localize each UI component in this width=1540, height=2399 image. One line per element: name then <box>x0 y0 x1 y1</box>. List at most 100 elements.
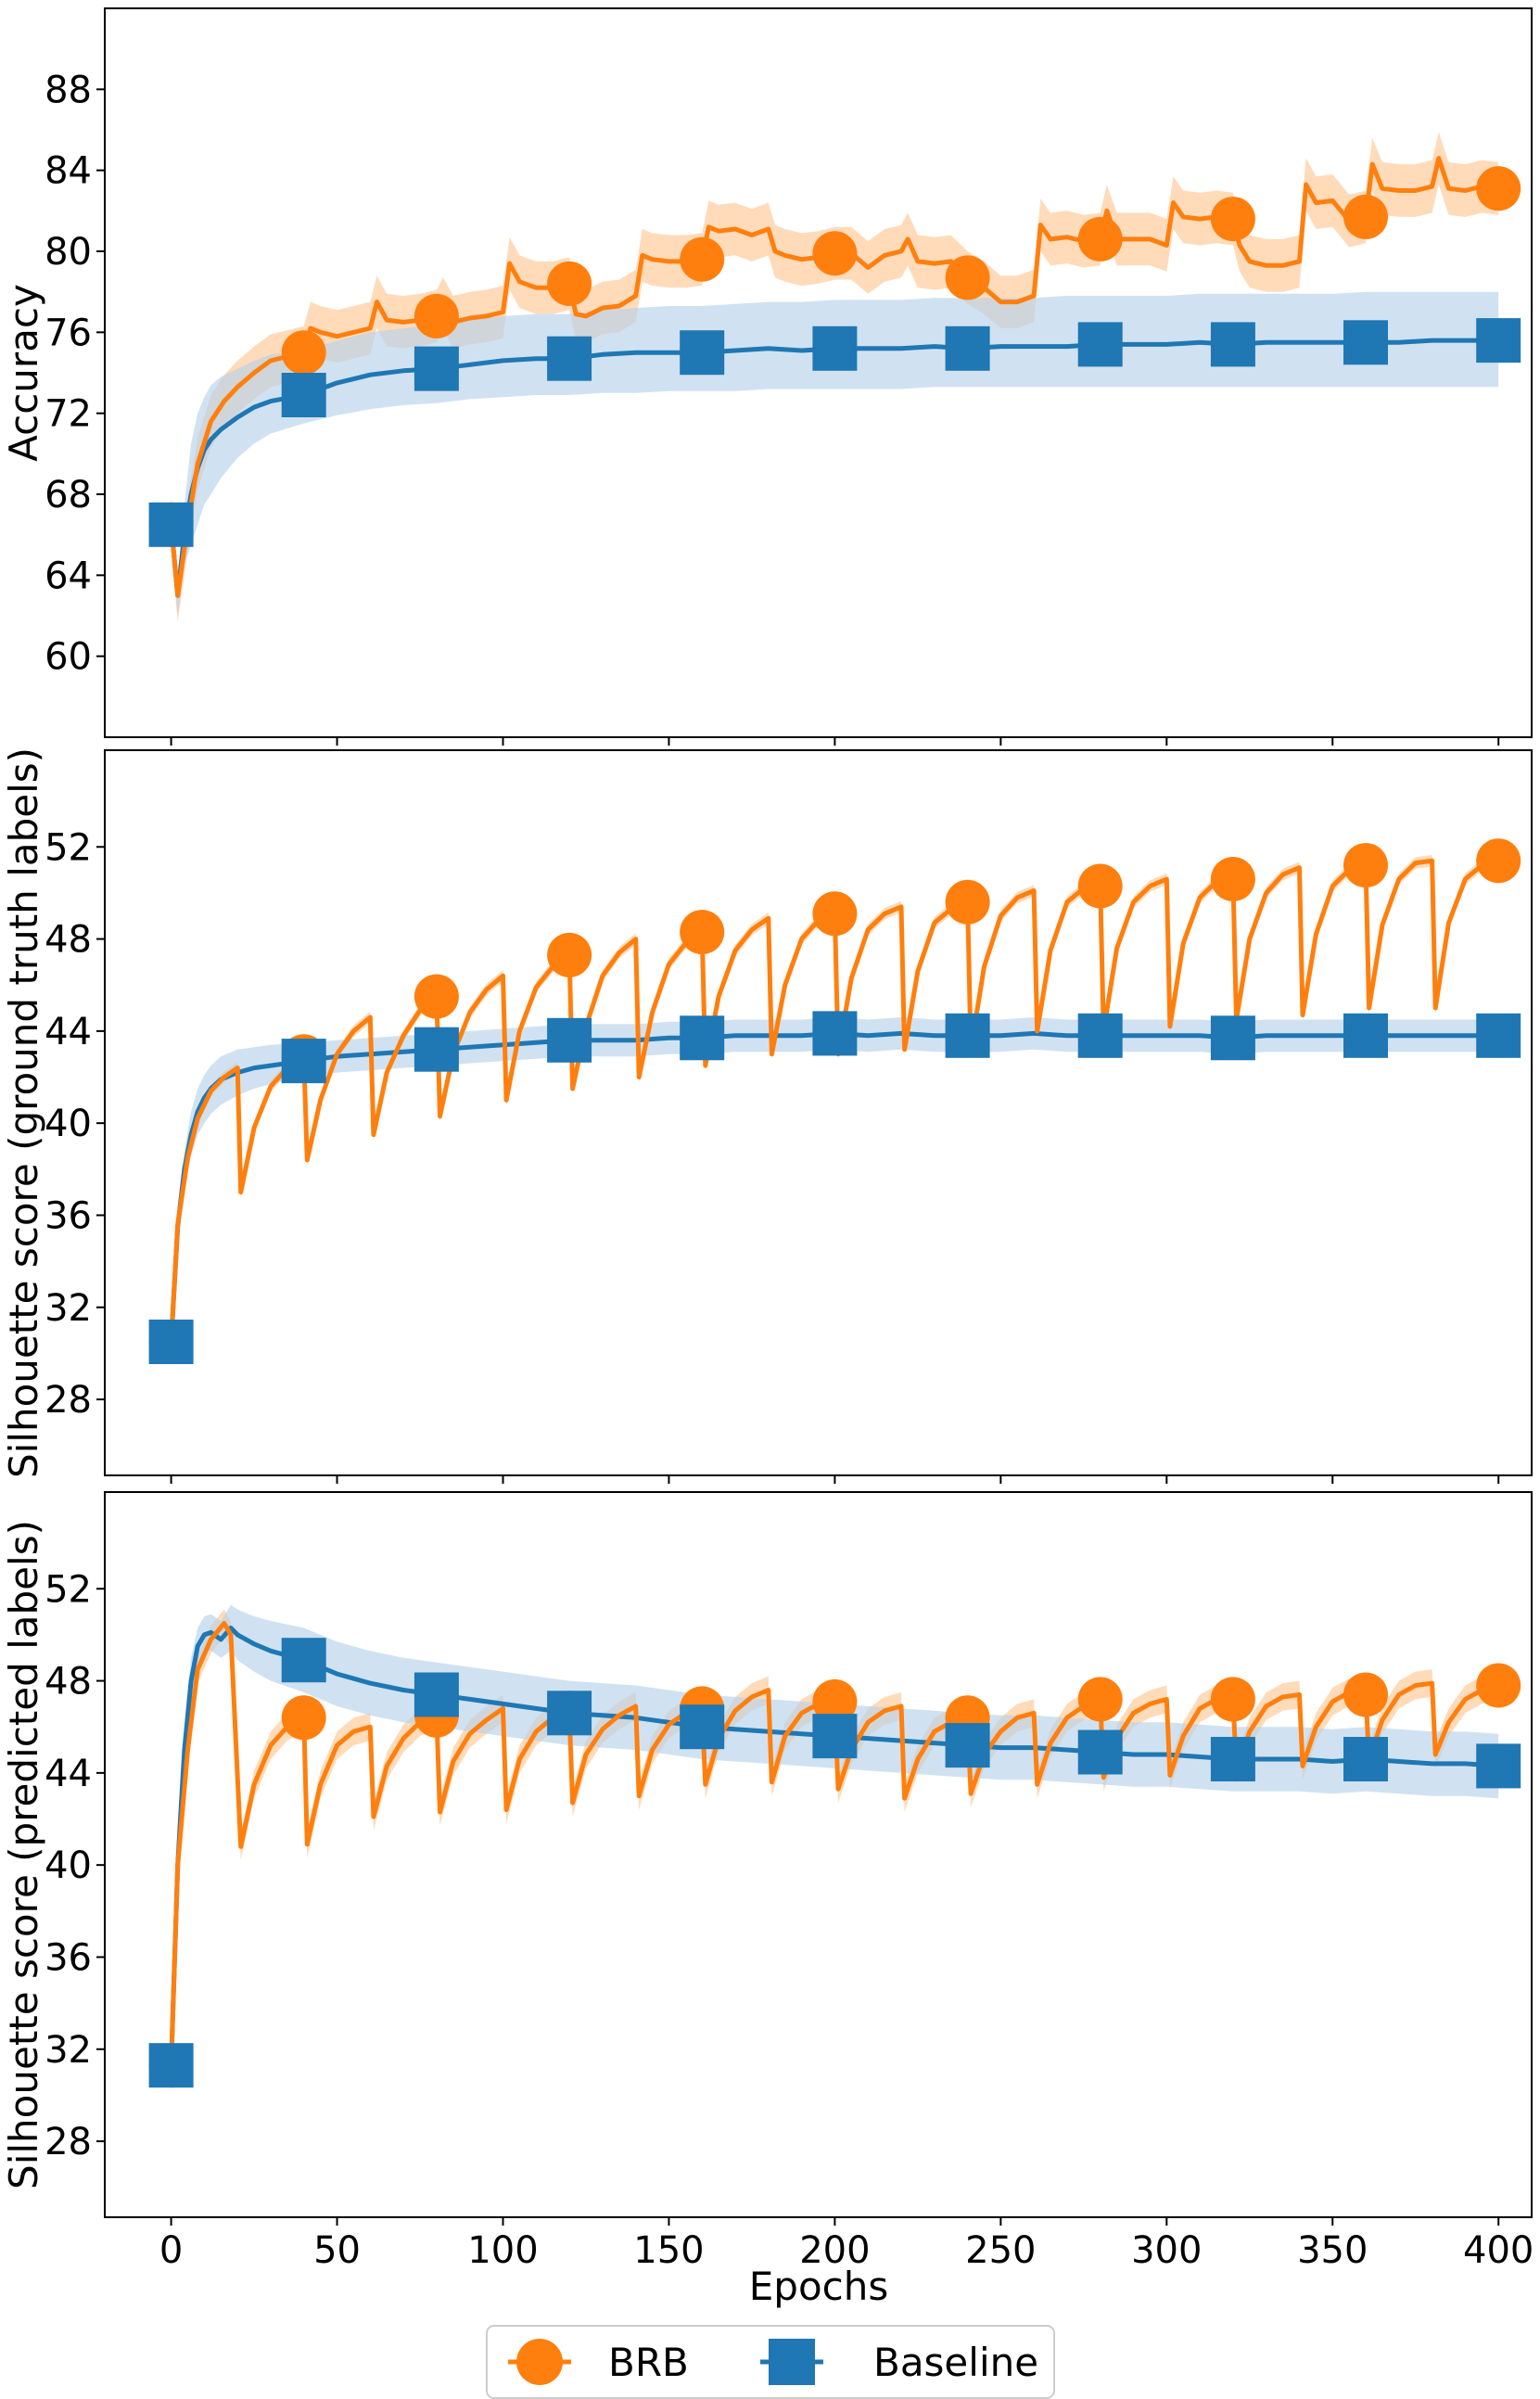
baseline-marker <box>680 1015 725 1061</box>
brb-marker <box>414 293 459 338</box>
baseline-marker <box>680 330 725 376</box>
x-axis-label: Epochs <box>749 2264 889 2309</box>
legend-brb-label: BRB <box>608 2340 689 2385</box>
y-tick-label: 76 <box>45 312 92 354</box>
y-tick-label: 84 <box>45 150 92 193</box>
brb-marker <box>945 879 990 925</box>
y-tick-label: 32 <box>45 2029 92 2072</box>
y-tick-label: 80 <box>45 231 92 274</box>
brb-marker <box>680 910 725 955</box>
y-tick-label: 68 <box>45 474 92 517</box>
brb-marker <box>547 261 592 306</box>
baseline-marker <box>1343 1737 1388 1781</box>
brb-marker <box>1476 838 1521 884</box>
brb-marker <box>812 231 858 276</box>
brb-marker <box>1476 166 1521 211</box>
brb-marker <box>1077 863 1123 909</box>
baseline-marker <box>1476 1743 1521 1789</box>
baseline-marker <box>1343 1013 1388 1058</box>
legend-baseline-marker <box>769 2339 815 2385</box>
brb-marker <box>1077 216 1123 262</box>
brb-marker <box>812 1678 858 1724</box>
x-tick-label: 250 <box>965 2229 1036 2272</box>
brb-marker <box>1077 1677 1123 1722</box>
panel-1: 60 64 68 72 76 80 84 88 Accuracy <box>1 7 1533 746</box>
brb-marker <box>547 932 592 977</box>
legend-baseline-label: Baseline <box>873 2340 1038 2385</box>
x-tick-label: 350 <box>1297 2229 1368 2272</box>
brb-marker <box>1476 1663 1521 1708</box>
y-tick-label: 28 <box>45 2121 92 2163</box>
x-tick-label: 50 <box>313 2229 361 2272</box>
y-axis-label: Silhouette score (predicted labels) <box>1 1520 46 2189</box>
baseline-marker <box>812 1011 858 1056</box>
baseline-marker <box>1210 1015 1255 1061</box>
baseline-marker <box>812 1714 858 1759</box>
baseline-marker <box>1077 322 1123 367</box>
baseline-marker <box>1077 1729 1123 1775</box>
baseline-marker <box>281 1638 326 1683</box>
legend-brb-marker <box>516 2339 563 2385</box>
baseline-marker <box>812 325 858 371</box>
baseline-marker <box>1210 322 1255 367</box>
brb-marker <box>812 891 858 937</box>
y-tick-label: 44 <box>45 1011 92 1053</box>
plot-frame <box>104 749 1533 1476</box>
baseline-marker <box>281 1039 326 1084</box>
brb-marker <box>1343 1672 1388 1717</box>
y-tick-label: 36 <box>45 1194 92 1237</box>
baseline-marker <box>281 373 326 417</box>
y-tick-label: 72 <box>45 393 92 436</box>
y-tick-label: 40 <box>45 1103 92 1145</box>
brb-marker <box>1343 194 1388 239</box>
baseline-marker <box>414 346 459 391</box>
y-tick-label: 60 <box>45 636 92 679</box>
y-tick-label: 36 <box>45 1936 92 1979</box>
y-tick-label: 52 <box>45 1568 92 1611</box>
baseline-marker <box>1210 1737 1255 1781</box>
baseline-marker <box>945 1013 990 1058</box>
x-tick-label: 150 <box>633 2229 704 2272</box>
brb-marker <box>281 1695 326 1741</box>
y-tick-label: 88 <box>45 69 92 111</box>
y-tick-label: 52 <box>45 826 92 869</box>
baseline-marker <box>547 1017 592 1063</box>
baseline-marker <box>680 1704 725 1750</box>
y-tick-label: 64 <box>45 555 92 597</box>
baseline-marker <box>148 2043 194 2088</box>
baseline-marker <box>1343 320 1388 365</box>
y-tick-label: 32 <box>45 1287 92 1330</box>
brb-band-panel-1 <box>171 132 1499 622</box>
x-tick-label: 400 <box>1463 2229 1534 2272</box>
panel-3: 28 32 36 40 44 48 52 0 50 100 150 200 250 300 350 400 Si… <box>1 1491 1534 2272</box>
x-tick-label: 300 <box>1131 2229 1202 2272</box>
baseline-marker <box>148 502 194 547</box>
x-tick-label: 0 <box>159 2229 183 2272</box>
brb-marker <box>1343 843 1388 888</box>
x-tick-label: 200 <box>799 2229 870 2272</box>
y-tick-label: 44 <box>45 1753 92 1795</box>
y-tick-label: 28 <box>45 1379 92 1422</box>
baseline-marker <box>945 325 990 371</box>
plot-frame <box>104 7 1533 738</box>
baseline-marker <box>1077 1013 1123 1058</box>
baseline-marker <box>414 1672 459 1717</box>
baseline-band-panel-1 <box>171 291 1499 616</box>
brb-marker <box>414 974 459 1019</box>
baseline-marker <box>1476 1013 1521 1058</box>
x-tick-label: 100 <box>467 2229 538 2272</box>
brb-marker <box>680 236 725 282</box>
brb-marker <box>1210 1677 1255 1722</box>
baseline-marker <box>414 1027 459 1072</box>
brb-marker <box>945 255 990 300</box>
baseline-marker <box>547 1691 592 1736</box>
y-tick-label: 48 <box>45 919 92 962</box>
y-axis-label: Silhouette score (ground truth labels) <box>1 747 46 1478</box>
baseline-marker <box>547 336 592 381</box>
y-tick-label: 48 <box>45 1661 92 1704</box>
plot-frame <box>104 1491 1533 2218</box>
baseline-marker <box>945 1723 990 1768</box>
y-axis-label: Accuracy <box>1 284 46 462</box>
